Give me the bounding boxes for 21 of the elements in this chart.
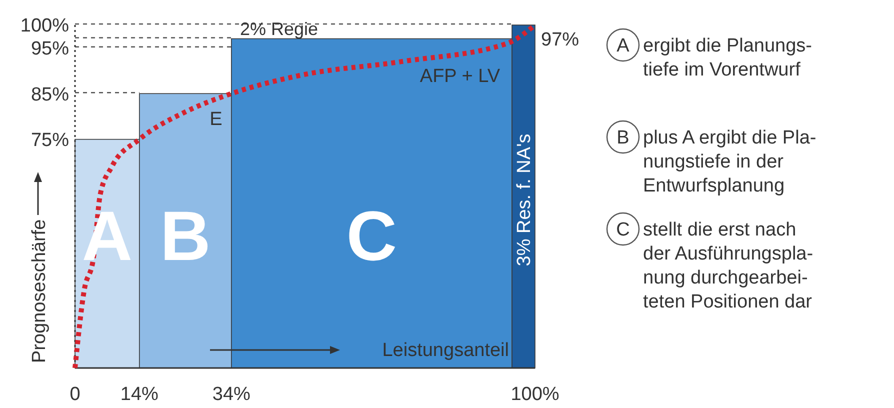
x-axis-title: Leistungsanteil bbox=[382, 340, 509, 361]
text: C stellt die erst nach der Ausführungspla- nung durchgearbei- teten Positionen dar bbox=[616, 220, 814, 313]
annotation: A bbox=[82, 197, 132, 275]
annotation: 3% Res. f. NA's bbox=[514, 134, 536, 266]
annotation: C bbox=[346, 197, 397, 275]
y-tick-label: 85% bbox=[30, 84, 70, 106]
annotation: 97% bbox=[541, 29, 580, 50]
x-tick-label: 34% bbox=[212, 384, 251, 405]
annotation: E bbox=[210, 109, 222, 130]
annotation: AFP + LV bbox=[420, 66, 500, 87]
annotation: 2% Regie bbox=[240, 19, 318, 39]
y-tick-label: 75% bbox=[30, 130, 70, 151]
y-tick-label: 95% bbox=[30, 38, 70, 60]
x-tick-label: 14% bbox=[120, 384, 159, 405]
y-tick-label: 100% bbox=[20, 16, 70, 37]
y-axis-title: Prognoseschärfe bbox=[29, 219, 50, 363]
x-tick-label: 0 bbox=[70, 384, 80, 405]
text: A ergibt die Planungs- tiefe im Vorentwurf bbox=[616, 36, 812, 81]
x-tick-label: 100% bbox=[510, 384, 560, 405]
text: B plus A ergibt die Pla- nungstiefe in der Entwurfsplanung bbox=[616, 128, 816, 197]
annotation: B bbox=[160, 197, 211, 275]
